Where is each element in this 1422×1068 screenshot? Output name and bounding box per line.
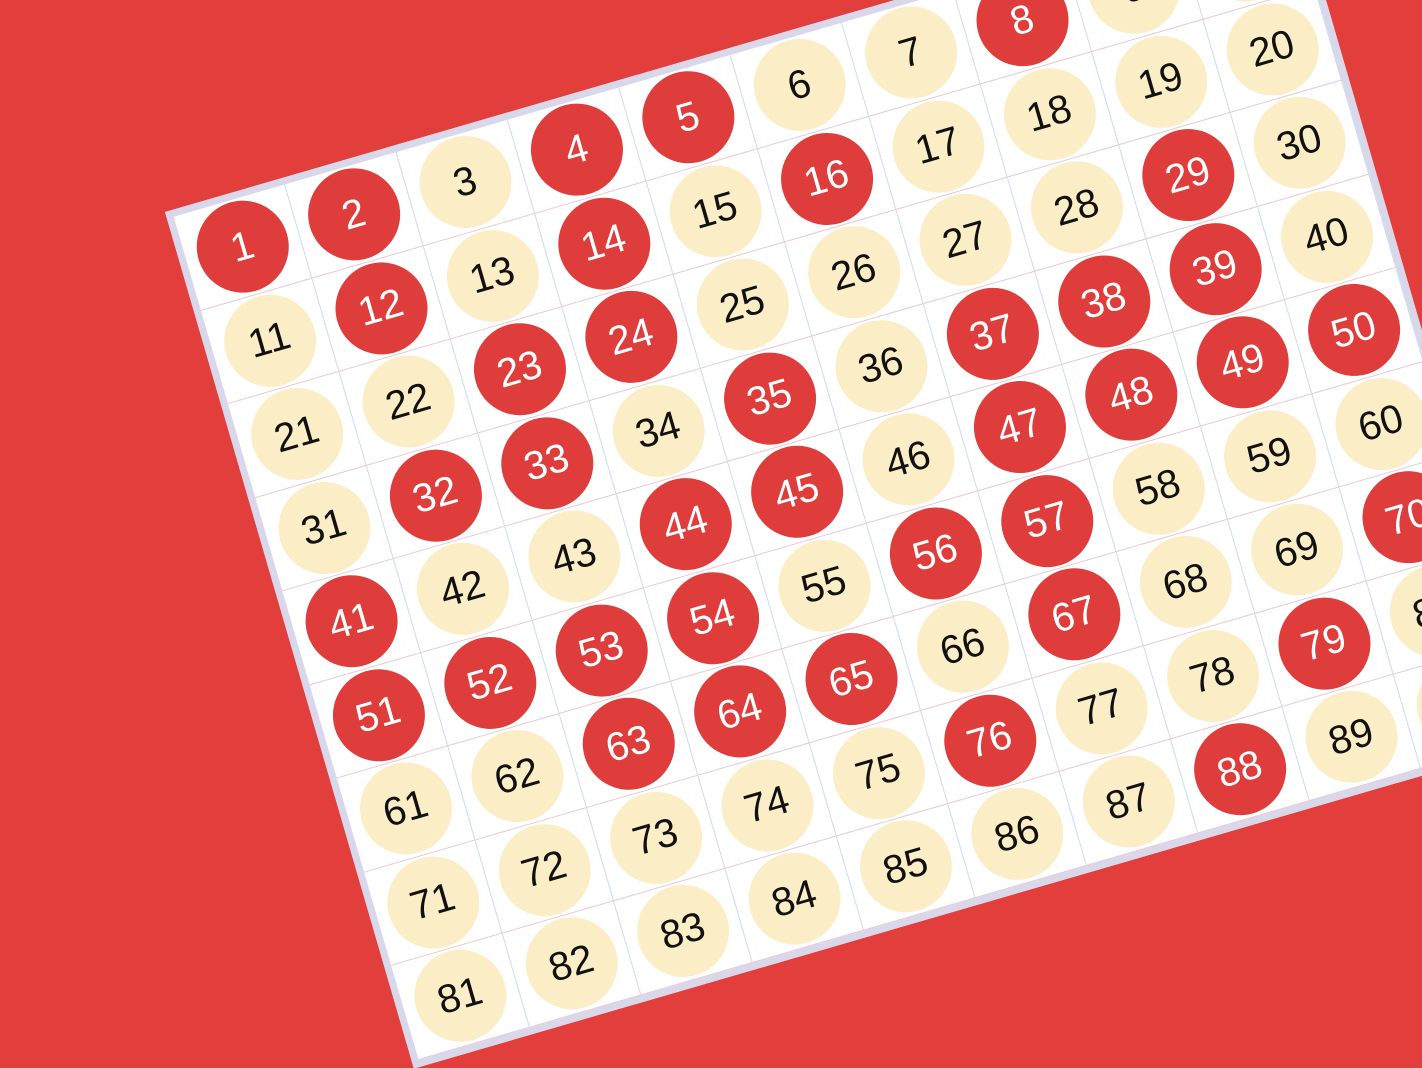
unmarked-number-ball[interactable]: 85 <box>848 809 963 924</box>
unmarked-number-ball[interactable]: 89 <box>1294 680 1409 795</box>
unmarked-number-ball[interactable]: 87 <box>1071 744 1186 859</box>
marked-number-ball[interactable]: 88 <box>1182 712 1297 827</box>
unmarked-number-ball[interactable]: 83 <box>625 874 740 989</box>
unmarked-number-ball[interactable]: 84 <box>737 841 852 957</box>
bingo-board: 1234567891011121314151617181920212223242… <box>165 0 1422 1068</box>
unmarked-number-ball[interactable]: 81 <box>402 939 517 1054</box>
unmarked-number-ball[interactable]: 86 <box>959 777 1074 892</box>
unmarked-number-ball[interactable]: 82 <box>514 906 629 1021</box>
